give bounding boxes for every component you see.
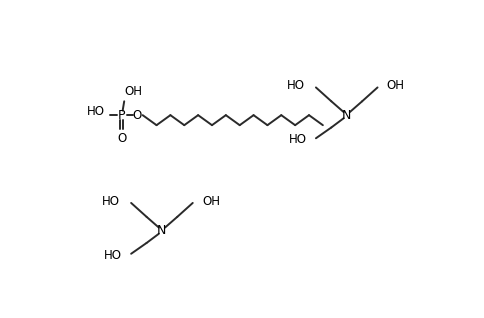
Text: HO: HO [87,105,105,118]
Text: N: N [157,224,166,237]
Text: O: O [117,132,126,145]
Text: N: N [341,109,351,122]
Text: P: P [118,109,125,122]
Text: OH: OH [201,195,220,208]
Text: OH: OH [124,85,142,98]
Text: HO: HO [104,249,121,262]
Text: HO: HO [288,133,306,146]
Text: HO: HO [287,80,304,93]
Text: HO: HO [102,195,120,208]
Text: O: O [133,109,142,122]
Text: OH: OH [386,80,404,93]
